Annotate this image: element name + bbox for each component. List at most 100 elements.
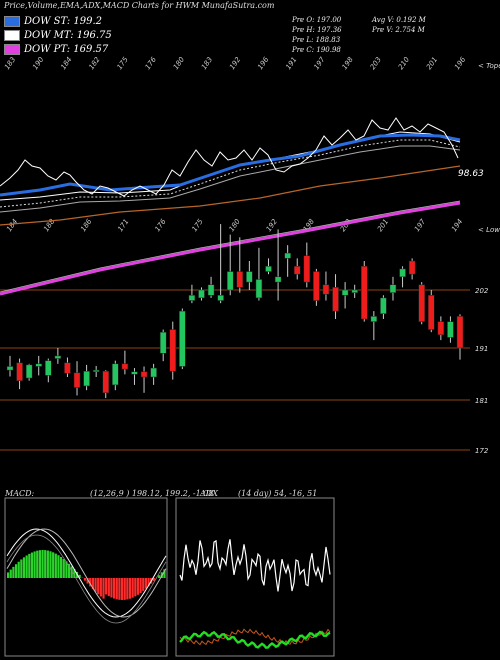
candle-body — [246, 271, 253, 283]
macd-line — [6, 528, 167, 618]
macd-histogram-bar — [38, 550, 41, 578]
macd-histogram-bar — [99, 578, 102, 597]
macd-histogram-bar — [110, 578, 113, 598]
candle-body — [418, 284, 425, 322]
ema-mt-line-dashed — [0, 139, 461, 208]
bottom-tick-label: 175 — [191, 217, 206, 233]
adx-plus-di-line — [179, 630, 331, 649]
candle-body — [102, 370, 109, 394]
macd-histogram-bar — [57, 555, 60, 578]
adx-panel — [175, 497, 335, 657]
candle-body — [332, 287, 339, 312]
bottom-tick-label: 186 — [79, 217, 94, 233]
macd-values: (12,26,9 ) 198.12, 199.2, -1.08 — [90, 489, 214, 498]
macd-histogram-bar — [33, 551, 36, 578]
top-tick-label: 182 — [87, 55, 102, 71]
macd-histogram-bar — [136, 578, 140, 595]
macd-histogram-bar — [78, 574, 81, 578]
candle-body — [370, 316, 378, 322]
candle-body — [45, 360, 52, 376]
candle-body — [389, 284, 397, 293]
top-tick-label: 192 — [228, 55, 243, 71]
candle-body — [217, 295, 224, 301]
macd-histogram-bar — [60, 557, 63, 578]
candle-body — [6, 366, 14, 371]
macd-histogram-bar — [86, 578, 89, 584]
macd-histogram-bar — [30, 552, 34, 578]
macd-histogram-bar — [7, 572, 10, 578]
macd-histogram-bar — [36, 550, 39, 578]
candle-body — [447, 321, 454, 338]
ema-st-line — [0, 133, 461, 197]
macd-histogram-bar — [113, 578, 116, 599]
bottom-tick-label: 194 — [450, 218, 464, 234]
adx-minus-di-line — [179, 628, 331, 646]
candle-body — [236, 271, 244, 288]
macd-histogram-bar — [152, 578, 155, 581]
macd-histogram-bar — [139, 578, 142, 593]
candle-body — [73, 372, 81, 388]
top-tick-label: 180 — [172, 55, 187, 71]
legend-dow-pt: DOW PT: 169.57 — [4, 44, 108, 55]
macd-histogram-bar — [62, 559, 65, 578]
macd-histogram-bar — [91, 578, 94, 590]
macd-histogram-bar — [49, 551, 52, 578]
candle-body — [351, 289, 358, 293]
candle-body — [25, 364, 33, 379]
lowe-label: < Lowe — [478, 226, 500, 234]
candle-body — [399, 268, 406, 278]
candle-body — [428, 295, 435, 330]
candle-body — [361, 266, 368, 320]
macd-histogram-bar — [107, 578, 110, 597]
candle-body — [207, 284, 215, 296]
ema-pt-line — [0, 201, 461, 296]
top-tick-label: 210 — [397, 55, 412, 71]
macd-histogram-bar — [131, 578, 134, 598]
candle-body — [265, 266, 272, 272]
legend-label: DOW MT: 196.75 — [24, 30, 112, 41]
macd-histogram-bar — [115, 578, 118, 600]
ema-lt-line — [0, 165, 461, 226]
candle-body — [293, 266, 301, 275]
bottom-tick-label: 184 — [5, 218, 19, 234]
ema-mt-line — [0, 131, 461, 201]
top-tick-label: 191 — [284, 56, 298, 72]
macd-histogram-bar — [44, 550, 47, 578]
top-tick-label: 197 — [312, 55, 327, 71]
macd-histogram-bar — [97, 578, 100, 595]
top-tick-label: 203 — [369, 56, 383, 72]
top-tick-label: 176 — [144, 55, 159, 71]
stat-pre-volume: Pre V: 2.754 M — [372, 26, 425, 34]
macd-histogram-bar — [22, 557, 26, 578]
macd-histogram-bar — [126, 578, 129, 600]
candle-body — [322, 284, 330, 295]
candle-body — [188, 295, 196, 301]
candle-body — [64, 362, 71, 374]
bottom-tick-label: 180 — [228, 217, 243, 233]
ema-value-label: 98.63 — [458, 169, 484, 179]
legend-label: DOW PT: 169.57 — [24, 44, 109, 55]
macd-histogram-bar — [46, 550, 49, 578]
top-tick-label: 198 — [341, 55, 356, 71]
legend-dow-mt: DOW MT: 196.75 — [4, 30, 112, 41]
macd-histogram-bar — [89, 578, 92, 587]
macd-histogram-bar — [128, 578, 132, 599]
macd-histogram-bar — [94, 578, 97, 592]
macd-histogram-bar — [102, 578, 105, 599]
legend-swatch — [4, 16, 20, 27]
macd-label: MACD: — [5, 489, 35, 498]
top-tick-label: 184 — [59, 56, 73, 72]
candle-body — [456, 316, 464, 349]
macd-histogram-bar — [83, 578, 87, 581]
macd-histogram-bar — [67, 563, 71, 578]
stat-pre-close: Pre C: 190.98 — [292, 46, 341, 54]
price-level-label: 181 — [475, 397, 488, 405]
macd-histogram-bar — [41, 550, 44, 578]
candle-body — [150, 367, 157, 378]
macd-histogram-bar — [144, 578, 147, 589]
stat-pre-high: Pre H: 197.36 — [292, 26, 342, 34]
macd-histogram-bar — [65, 561, 68, 578]
candle-body — [140, 371, 148, 378]
candle-body — [92, 369, 100, 372]
candle-body — [437, 321, 445, 336]
